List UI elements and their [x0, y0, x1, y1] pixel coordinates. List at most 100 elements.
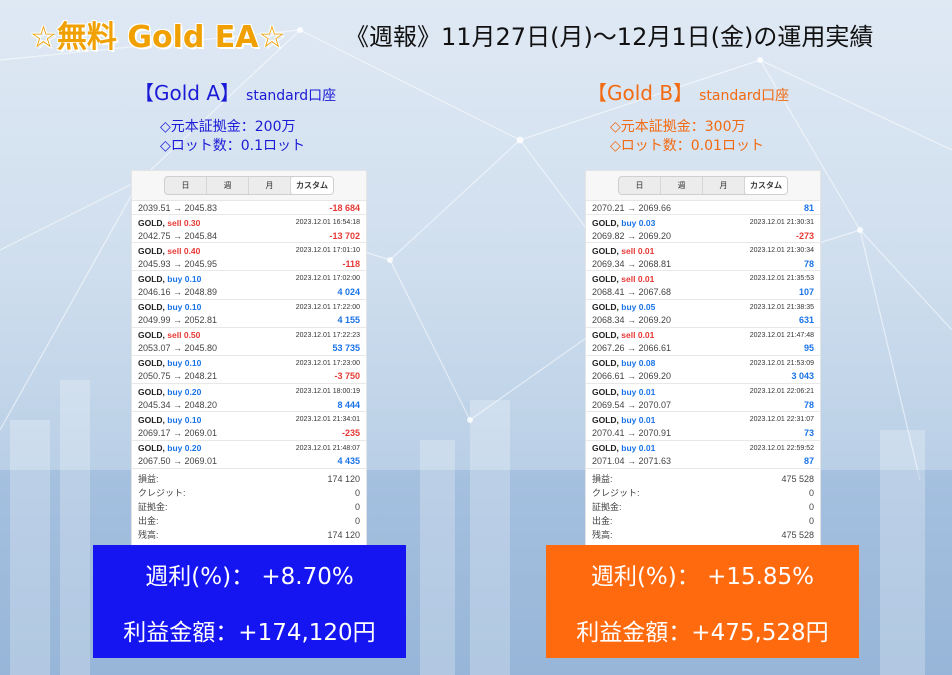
report-period-title: 《週報》11月27日(月)～12月1日(金)の運用実績: [345, 23, 874, 51]
trade-header: GOLD, buy 0.05 2023.12.01 21:38:35: [592, 301, 814, 314]
summary-label: 損益:: [138, 474, 159, 485]
trade-row[interactable]: GOLD, buy 0.03 2023.12.01 21:30:31 2069.82…: [586, 215, 820, 244]
summary-row: 証拠金: 0: [592, 500, 814, 514]
trade-row[interactable]: GOLD, buy 0.01 2023.12.01 22:06:21 2069.54…: [586, 384, 820, 413]
trade-symbol-side: GOLD, buy 0.01: [592, 387, 655, 397]
trade-profit: 78: [803, 399, 814, 410]
trade-row[interactable]: GOLD, buy 0.01 2023.12.01 22:59:52 2071.04…: [586, 441, 820, 469]
trade-header: GOLD, sell 0.01 2023.12.01 21:47:48: [592, 329, 814, 342]
trade-row[interactable]: GOLD, buy 0.10 2023.12.01 21:34:01 2069.17…: [132, 412, 366, 441]
trade-detail: 2067.26 → 2066.61 95: [592, 342, 814, 355]
tab-period[interactable]: 週: [661, 177, 703, 194]
trade-prices: 2045.34 → 2048.20: [138, 399, 218, 410]
trade-row[interactable]: GOLD, buy 0.05 2023.12.01 21:38:35 2068.34…: [586, 300, 820, 328]
summary-value: 0: [808, 487, 814, 498]
trade-row[interactable]: GOLD, sell 0.01 2023.12.01 21:35:53 2068.4…: [586, 271, 820, 300]
trade-prices: 2069.17 → 2069.01: [138, 427, 218, 438]
summary-row: 損益: 475 528: [592, 472, 814, 486]
trade-detail: 2070.41 → 2070.91 73: [592, 426, 814, 439]
trade-symbol-side: GOLD, buy 0.20: [138, 387, 201, 397]
trade-row[interactable]: GOLD, buy 0.20 2023.12.01 18:00:19 2045.34…: [132, 384, 366, 413]
summary-label: 証拠金:: [592, 502, 622, 513]
summary-value: 0: [354, 501, 360, 512]
trade-row[interactable]: GOLD, buy 0.10 2023.12.01 17:22:00 2049.99…: [132, 300, 366, 328]
trade-header: GOLD, buy 0.01 2023.12.01 22:59:52: [592, 442, 814, 455]
trade-header: GOLD, buy 0.20 2023.12.01 21:48:07: [138, 442, 360, 455]
trade-row[interactable]: GOLD, sell 0.01 2023.12.01 21:47:48 2067.2…: [586, 328, 820, 356]
trade-profit: 53 735: [332, 343, 360, 354]
trade-prices: 2066.61 → 2069.20: [592, 371, 672, 382]
trade-symbol-side: GOLD, buy 0.10: [138, 302, 201, 312]
trade-time: 2023.12.01 16:54:18: [295, 219, 360, 226]
trade-profit: -3 750: [334, 371, 360, 382]
trade-detail: 2046.16 → 2048.89 4 024: [138, 285, 360, 298]
tab-period[interactable]: 月: [249, 177, 291, 194]
trade-symbol-side: GOLD, sell 0.50: [138, 330, 200, 340]
trade-detail: 2049.99 → 2052.81 4 155: [138, 314, 360, 327]
trade-time: 2023.12.01 22:59:52: [749, 444, 814, 452]
trade-header: GOLD, buy 0.03 2023.12.01 21:30:31: [592, 216, 814, 229]
trade-symbol: GOLD,: [592, 358, 619, 369]
trade-time: 2023.12.01 21:30:31: [749, 219, 814, 226]
trade-header: GOLD, buy 0.10 2023.12.01 17:02:00: [138, 272, 360, 285]
tab-period[interactable]: カスタム: [745, 177, 787, 194]
trade-symbol: GOLD,: [138, 358, 165, 369]
trade-detail: 2069.82 → 2069.20 -273: [592, 229, 814, 242]
trade-time: 2023.12.01 22:06:21: [749, 388, 814, 396]
trade-time: 2023.12.01 21:34:01: [295, 416, 360, 424]
trade-time: 2023.12.01 18:00:19: [295, 388, 360, 396]
summary-row: 出金: 0: [592, 514, 814, 528]
tab-period[interactable]: 週: [207, 177, 249, 194]
trade-header: GOLD, sell 0.30 2023.12.01 16:54:18: [138, 216, 360, 229]
trade-profit: 81: [803, 202, 814, 213]
trade-symbol: GOLD,: [592, 386, 619, 397]
trade-row[interactable]: GOLD, sell 0.50 2023.12.01 17:22:23 2053.0…: [132, 328, 366, 356]
trade-profit: 73: [803, 427, 814, 438]
trade-time: 2023.12.01 21:53:09: [749, 359, 814, 367]
trade-header: GOLD, sell 0.01 2023.12.01 21:35:53: [592, 272, 814, 285]
trade-row[interactable]: GOLD, buy 0.08 2023.12.01 21:53:09 2066.61…: [586, 356, 820, 385]
tab-period[interactable]: 日: [165, 177, 207, 194]
trade-row[interactable]: GOLD, buy 0.10 2023.12.01 17:23:00 2050.75…: [132, 356, 366, 385]
trade-row[interactable]: GOLD, sell 0.40 2023.12.01 17:01:10 2045.9…: [132, 243, 366, 272]
account-a-history-panel: 日週月カスタム 2039.51 → 2045.83 -18 684 GOLD, sel…: [131, 170, 367, 546]
tab-period[interactable]: 月: [703, 177, 745, 194]
trade-symbol: GOLD,: [592, 217, 619, 228]
tab-period[interactable]: 日: [619, 177, 661, 194]
account-a-margin: ◇元本証拠金：200万: [160, 119, 296, 135]
trade-time: 2023.12.01 17:23:00: [295, 359, 360, 367]
trade-detail: 2069.54 → 2070.07 78: [592, 398, 814, 411]
trade-row[interactable]: GOLD, buy 0.01 2023.12.01 22:31:07 2070.41…: [586, 412, 820, 441]
trade-prices: 2045.93 → 2045.95: [138, 258, 218, 269]
trade-profit: 87: [803, 456, 814, 466]
trade-row[interactable]: GOLD, buy 0.10 2023.12.01 17:02:00 2046.16…: [132, 271, 366, 300]
trade-detail: 2042.75 → 2045.84 -13 702: [138, 229, 360, 242]
trade-prices: 2069.82 → 2069.20: [592, 230, 672, 241]
trade-row[interactable]: GOLD, buy 0.20 2023.12.01 21:48:07 2067.50…: [132, 441, 366, 469]
summary-label: 出金:: [138, 516, 159, 527]
trade-row[interactable]: GOLD, sell 0.01 2023.12.01 21:30:34 2069.3…: [586, 243, 820, 272]
trade-symbol-side: GOLD, buy 0.01: [592, 415, 655, 425]
trade-profit: 4 024: [337, 286, 360, 297]
trade-profit: -235: [341, 427, 360, 438]
trade-profit: -118: [342, 258, 360, 269]
summary-value: 475 528: [781, 473, 814, 484]
trade-symbol-side: GOLD, sell 0.40: [138, 246, 200, 256]
trade-prices: 2069.34 → 2068.81: [592, 258, 672, 269]
tab-period[interactable]: カスタム: [291, 177, 333, 194]
trade-symbol: GOLD,: [592, 414, 619, 425]
trade-row-partial: 2039.51 → 2045.83 -18 684: [132, 201, 366, 215]
trade-detail: 2068.34 → 2069.20 631: [592, 314, 814, 327]
period-tabbar: 日週月カスタム: [132, 171, 366, 201]
trade-side: sell 0.01: [621, 273, 655, 284]
account-b-history-panel: 日週月カスタム 2070.21 → 2069.66 81 GOLD, buy 0.03…: [585, 170, 821, 546]
trade-symbol-side: GOLD, buy 0.01: [592, 443, 655, 453]
trade-side: buy 0.01: [621, 443, 656, 453]
trade-detail: 2069.34 → 2068.81 78: [592, 257, 814, 270]
account-b-lot: ◇ロット数：0.01ロット: [610, 138, 764, 154]
trade-profit: 4 155: [337, 315, 360, 326]
trade-header: GOLD, buy 0.10 2023.12.01 17:23:00: [138, 357, 360, 370]
trade-detail: 2071.04 → 2071.63 87: [592, 455, 814, 468]
account-b-type: standard口座: [699, 88, 790, 104]
trade-row[interactable]: GOLD, sell 0.30 2023.12.01 16:54:18 2042.7…: [132, 215, 366, 244]
